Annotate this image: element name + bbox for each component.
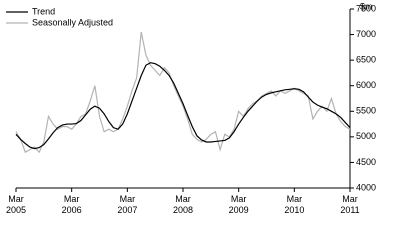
x-tick-label: Mar 2011 [340,194,360,215]
series-line [15,31,351,154]
legend-label: Seasonally Adjusted [32,17,113,27]
x-tick-label: Mar 2009 [228,194,249,215]
y-axis-label: $m [360,1,373,11]
chart: $m 4000 4500 5000 5500 6000 6500 7000 7500 Trend… [5,1,377,215]
legend-label: Trend [32,6,55,16]
y-tick-label: 5500 [356,106,376,116]
x-tick-label: Mar 2010 [284,194,305,215]
series-line [15,62,351,150]
x-tick-label: Mar 2005 [5,194,27,215]
y-tick-label: 6500 [356,55,376,65]
y-tick-label: 4000 [356,182,376,192]
y-tick-label: 4500 [356,157,376,167]
y-tick-label: 7500 [356,3,376,13]
y-tick-label: 6000 [356,80,376,90]
chart-svg: $m 4000 4500 5000 5500 6000 6500 7000 7500 Trend… [6,1,376,192]
x-tick-label: Mar 2006 [61,194,82,215]
y-tick-label: 5000 [356,131,376,141]
y-tick-label: 7000 [356,29,376,39]
x-tick-label: Mar 2007 [117,194,138,215]
x-tick-label: Mar 2008 [172,194,194,215]
